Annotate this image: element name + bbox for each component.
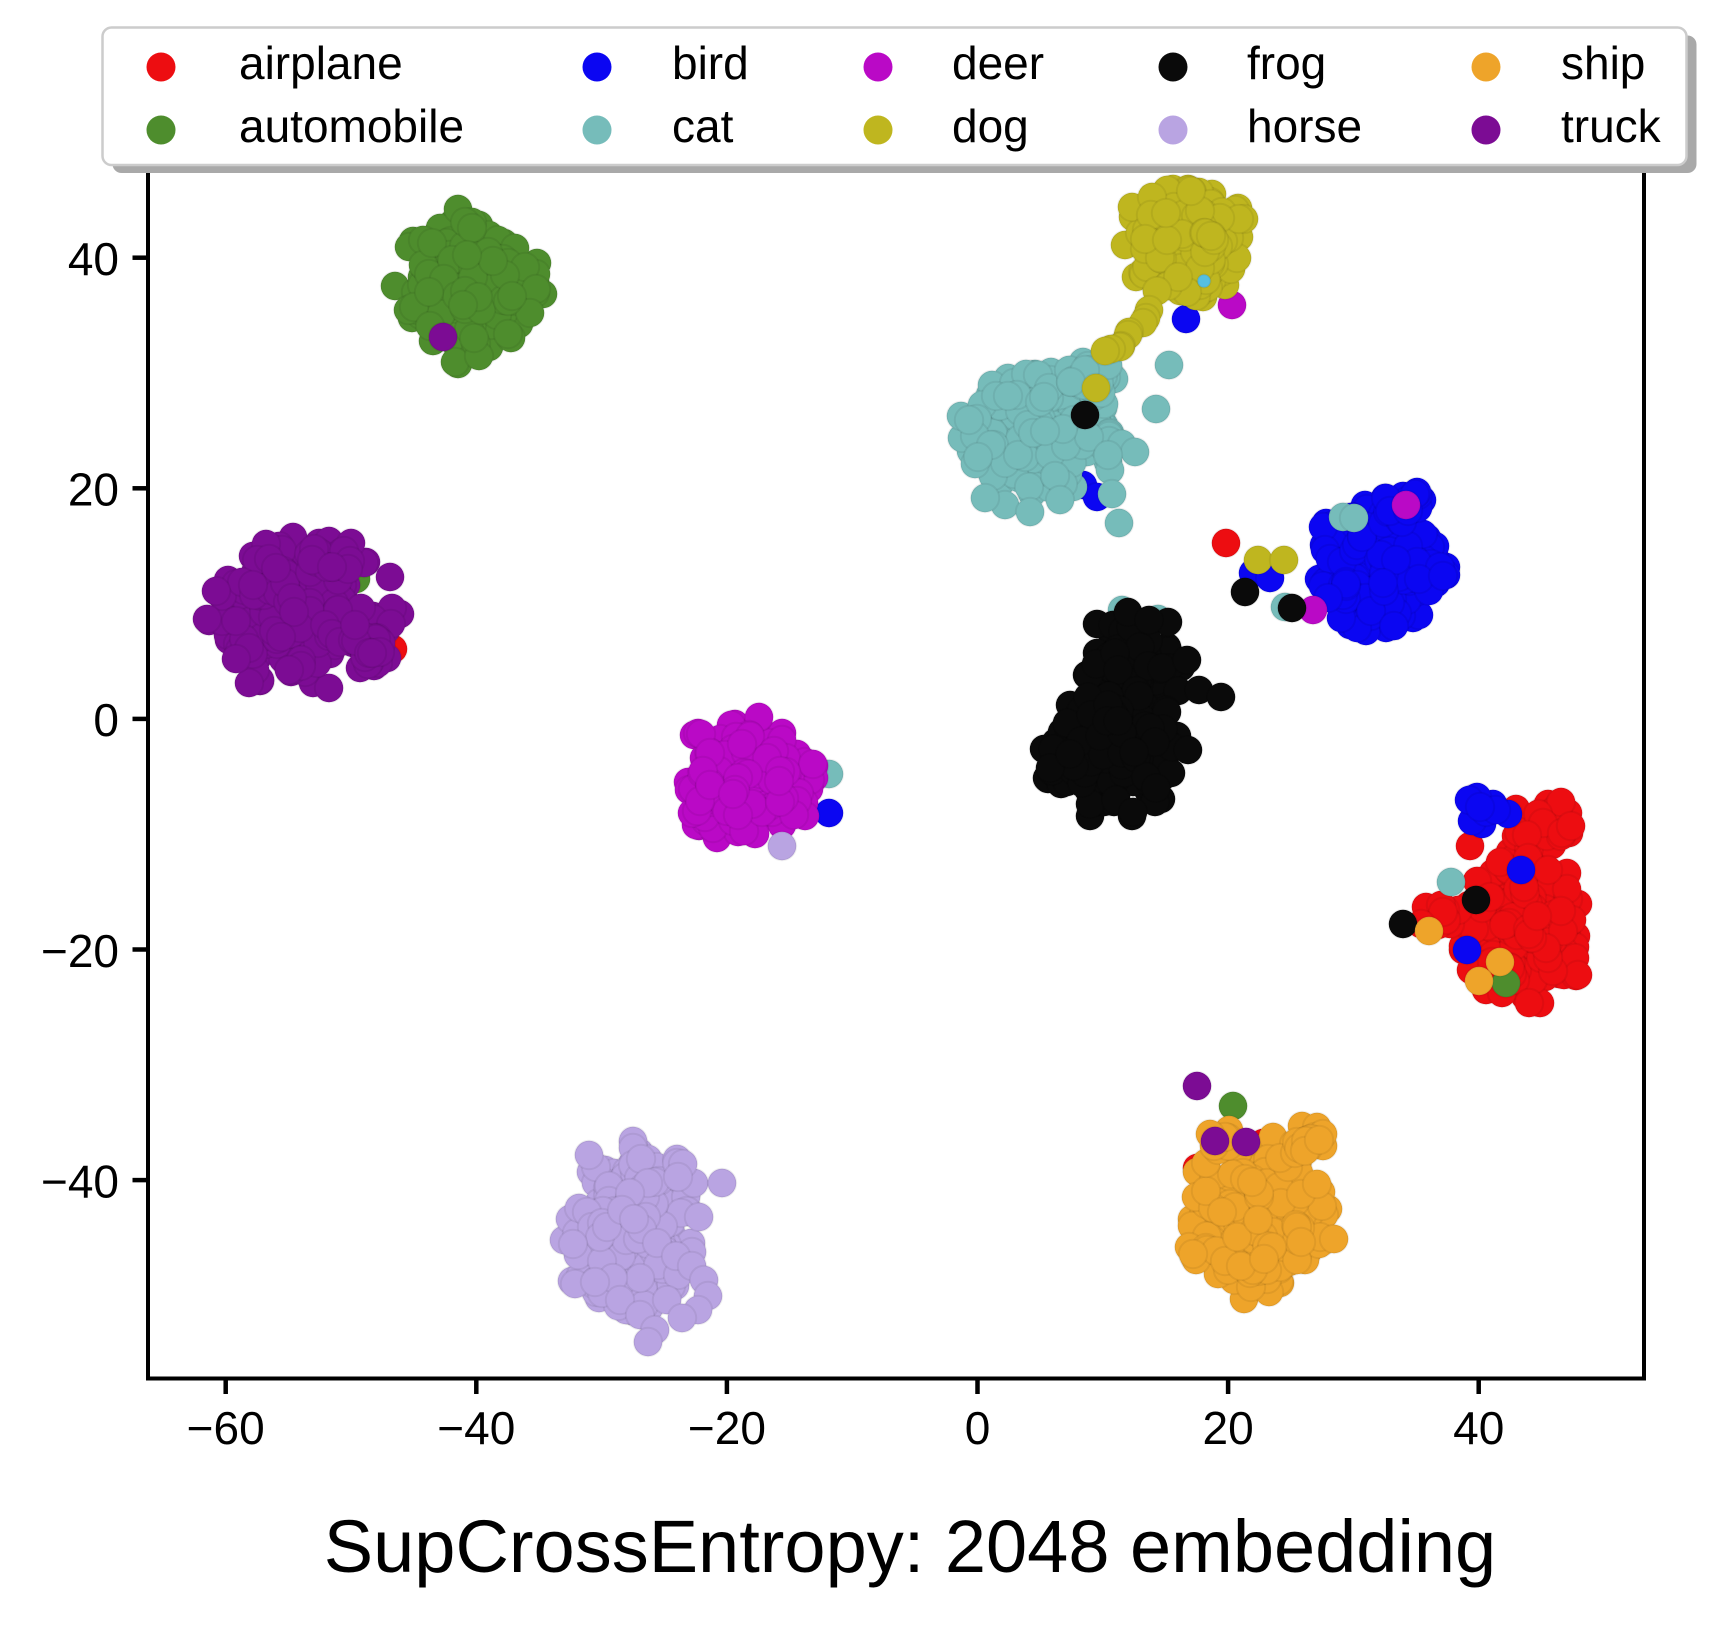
svg-text:0: 0 [965, 1402, 991, 1454]
svg-text:frog: frog [1247, 37, 1326, 89]
svg-text:ship: ship [1561, 37, 1645, 89]
svg-text:−20: −20 [41, 925, 119, 977]
svg-text:−40: −40 [437, 1402, 515, 1454]
svg-text:−20: −20 [688, 1402, 766, 1454]
svg-text:truck: truck [1561, 100, 1662, 152]
svg-text:bird: bird [672, 37, 749, 89]
svg-text:airplane: airplane [239, 37, 403, 89]
svg-text:deer: deer [952, 37, 1044, 89]
svg-text:dog: dog [952, 100, 1029, 152]
svg-text:horse: horse [1247, 100, 1362, 152]
svg-text:20: 20 [1203, 1402, 1254, 1454]
svg-text:40: 40 [68, 233, 119, 285]
svg-text:−60: −60 [187, 1402, 265, 1454]
svg-text:cat: cat [672, 100, 734, 152]
svg-text:SupCrossEntropy: 2048 embeddin: SupCrossEntropy: 2048 embedding [324, 1505, 1496, 1588]
svg-text:20: 20 [68, 464, 119, 516]
svg-text:40: 40 [1453, 1402, 1504, 1454]
svg-text:automobile: automobile [239, 100, 464, 152]
svg-text:0: 0 [93, 694, 119, 746]
svg-text:−40: −40 [41, 1155, 119, 1207]
